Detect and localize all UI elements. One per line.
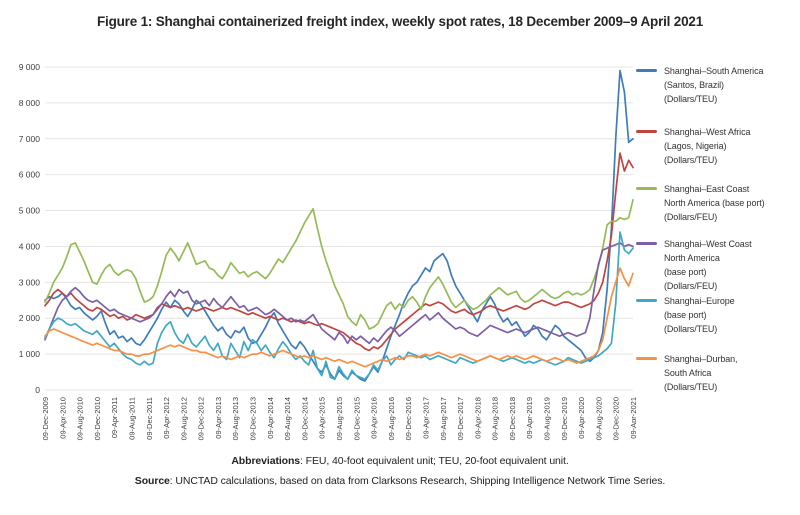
x-axis-tick-label: 09-Apr-2010 (58, 397, 67, 439)
x-axis-tick-label: 09-Aug-2017 (439, 397, 448, 440)
legend-swatch-west-coast-north-america (636, 241, 657, 245)
x-axis-tick-label: 09-Aug-2013 (231, 397, 240, 440)
y-axis-tick-label: 3 000 (19, 277, 41, 287)
x-axis-tick-label: 09-Dec-2011 (145, 397, 154, 440)
source-text: : UNCTAD calculations, based on data fro… (169, 474, 666, 487)
series-line-east-coast-north-america (44, 198, 634, 330)
x-axis-tick-label: 09-Dec-2020 (612, 397, 621, 440)
x-axis-tick-label: 09-Aug-2016 (387, 397, 396, 440)
x-axis-tick-label: 09-Dec-2015 (352, 397, 361, 440)
legend-item-east-coast-north-america: Shanghai–East Coast North America (base p… (636, 182, 765, 224)
legend-label-europe: Shanghai–Europe (base port) (Dollars/TEU) (664, 296, 735, 334)
x-axis-tick-label: 09-Apr-2020 (577, 397, 586, 439)
legend-label-south-america: Shanghai–South America (Santos, Brazil) (D… (664, 66, 764, 104)
series-line-west-africa (44, 152, 634, 352)
y-axis-tick-label: 2 000 (19, 313, 41, 323)
y-axis-tick-label: 0 (35, 385, 40, 395)
x-axis-tick-label: 09-Apr-2015 (318, 397, 327, 439)
y-axis-tick-label: 7 000 (19, 134, 41, 144)
source-note: Source: UNCTAD calculations, based on da… (0, 472, 800, 492)
source-label: Source (134, 474, 170, 487)
x-axis-tick-label: 09-Aug-2012 (179, 397, 188, 440)
abbreviations-label: Abbreviations (231, 455, 301, 467)
x-axis-tick-label: 09-Aug-2015 (335, 397, 344, 440)
x-axis-tick-label: 09-Dec-2018 (508, 397, 517, 440)
x-axis-tick-label: 09-Apr-2019 (525, 397, 534, 439)
y-axis-tick-label: 9 000 (19, 62, 41, 72)
x-axis-tick-label: 09-Dec-2013 (249, 397, 258, 440)
x-axis-tick-label: 09-Dec-2014 (300, 397, 309, 440)
y-axis-tick-label: 4 000 (19, 241, 41, 251)
legend-item-west-coast-north-america: Shanghai–West Coast North America (base po… (636, 237, 752, 293)
legend-swatch-europe (636, 298, 657, 302)
chart-area: 0 1 000 2 000 3 000 4 000 5 000 6 000 7 000 8 00… (0, 44, 800, 456)
x-axis-tick-label: 09-Dec-2012 (197, 397, 206, 440)
freight-index-line-chart: 0 1 000 2 000 3 000 4 000 5 000 6 000 7 000 8 00… (19, 62, 636, 440)
legend-label-east-coast-north-america: Shanghai–East Coast North America (base p… (664, 184, 765, 222)
y-axis-tick-label: 1 000 (19, 349, 41, 359)
y-axis-tick-label: 6 000 (19, 170, 41, 180)
legend-swatch-durban (636, 356, 657, 360)
x-axis-tick-label: 09-Apr-2013 (214, 397, 223, 439)
x-axis-tick-label: 09-Aug-2011 (127, 397, 136, 440)
x-axis-tick-label: 09-Aug-2020 (594, 397, 603, 440)
x-axis-tick-label: 09-Apr-2016 (370, 397, 379, 439)
legend-item-south-america: Shanghai–South America (Santos, Brazil) (D… (636, 64, 763, 106)
x-axis-tick-label: 09-Aug-2014 (283, 397, 292, 440)
x-axis-tick-label: 09-Dec-2017 (456, 397, 465, 440)
legend-item-europe: Shanghai–Europe (base port) (Dollars/TEU) (636, 294, 735, 336)
chart-legend: Shanghai–South America (Santos, Brazil) (D… (636, 44, 800, 444)
x-axis-tick-label: 09-Apr-2018 (473, 397, 482, 439)
x-axis-tick-label: 09-Aug-2018 (491, 397, 500, 440)
x-axis-tick-label: 09-Dec-2019 (560, 397, 569, 440)
legend-label-west-coast-north-america: Shanghai–West Coast North America (base po… (664, 239, 752, 291)
x-axis-tick-label: 09-Aug-2010 (76, 397, 85, 440)
y-axis-tick-label: 8 000 (19, 98, 41, 108)
x-axis-tick-label: 09-Apr-2012 (162, 397, 171, 439)
legend-label-west-africa: Shanghai–West Africa (Lagos, Nigeria) (Dol… (664, 127, 751, 165)
legend-swatch-east-coast-north-america (636, 186, 657, 190)
figure-footer: Abbreviations: FEU, 40-foot equivalent u… (0, 452, 800, 491)
series-line-west-coast-north-america (44, 242, 634, 345)
legend-label-durban: Shanghai–Durban, South Africa (Dollars/TEU… (664, 354, 738, 392)
x-axis-tick-label: 09-Apr-2017 (421, 397, 430, 439)
x-axis-tick-label: 09-Dec-2016 (404, 397, 413, 440)
x-axis-tick-label: 09-Aug-2019 (543, 397, 552, 440)
series-line-south-america (44, 69, 634, 382)
abbreviations-text: : FEU, 40-foot equivalent unit; TEU, 20-… (300, 455, 569, 467)
x-axis-tick-label: 09-Apr-2021 (629, 397, 636, 439)
x-axis-tick-label: 09-Apr-2011 (110, 397, 119, 438)
x-axis-tick-label: 09-Dec-2010 (93, 397, 102, 440)
legend-swatch-south-america (636, 68, 657, 72)
legend-item-west-africa: Shanghai–West Africa (Lagos, Nigeria) (Dol… (636, 125, 750, 167)
abbreviations-note: Abbreviations: FEU, 40-foot equivalent u… (0, 452, 800, 472)
series-line-europe (44, 231, 634, 381)
figure-title: Figure 1: Shanghai containerized freight… (96, 14, 704, 29)
x-axis-tick-label: 09-Dec-2009 (41, 397, 50, 440)
legend-item-durban: Shanghai–Durban, South Africa (Dollars/TEU… (636, 352, 738, 394)
legend-swatch-west-africa (636, 129, 657, 133)
series-line-durban (44, 267, 634, 368)
y-axis-tick-label: 5 000 (19, 206, 41, 216)
x-axis-tick-label: 09-Apr-2014 (266, 397, 275, 439)
